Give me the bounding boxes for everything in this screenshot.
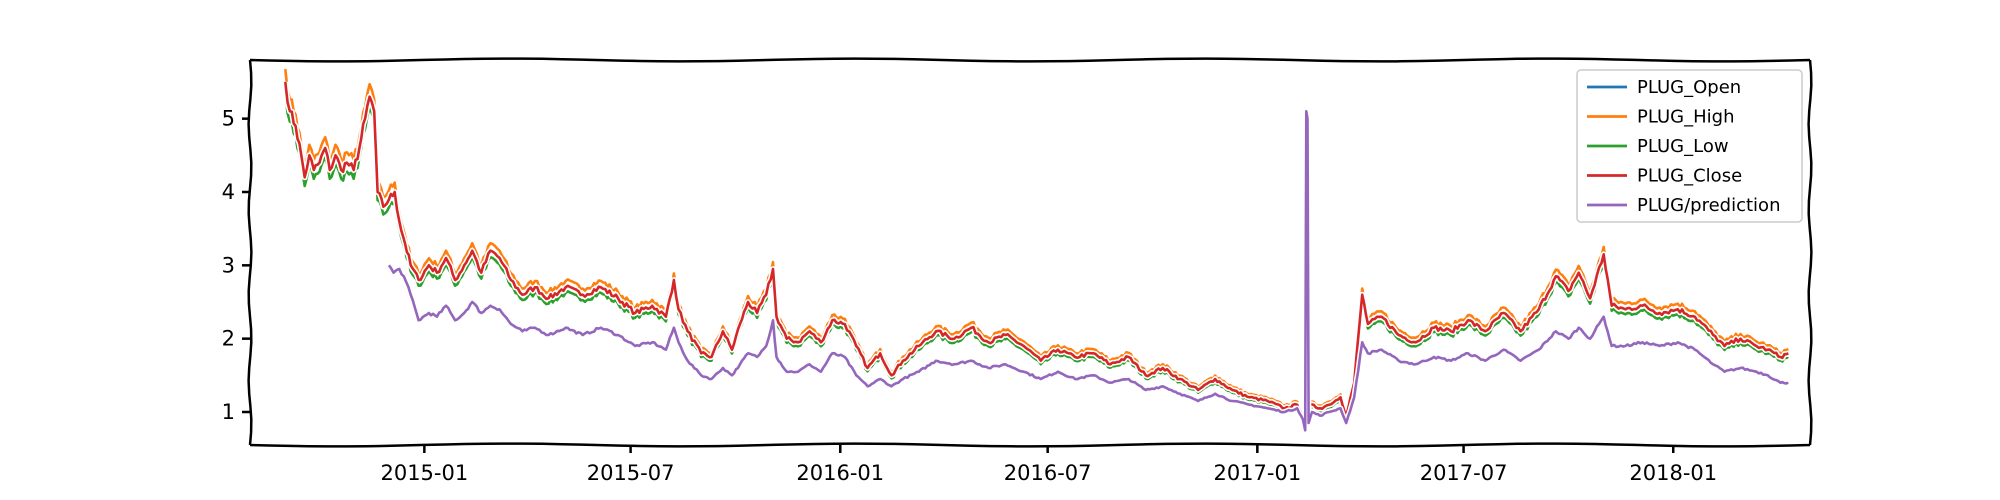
y-tick-label: 4 bbox=[222, 180, 235, 204]
series-line-plug-close bbox=[284, 81, 1789, 421]
legend-label: PLUG/prediction bbox=[1637, 195, 1780, 216]
y-tick-label: 5 bbox=[222, 107, 235, 131]
series-halo-plug-close bbox=[282, 81, 1790, 423]
series-halo-plug-low bbox=[282, 92, 1790, 425]
x-tick-label: 2016-01 bbox=[796, 461, 884, 485]
legend-box bbox=[1576, 69, 1803, 223]
y-tick-label: 1 bbox=[222, 400, 235, 424]
series-line-plug-low bbox=[284, 93, 1789, 424]
x-tick-label: 2015-07 bbox=[587, 461, 675, 485]
x-tick-label: 2017-01 bbox=[1213, 461, 1301, 485]
series-line-plug-high bbox=[284, 68, 1789, 418]
y-tick-label: 2 bbox=[222, 327, 235, 351]
x-tick-label: 2018-01 bbox=[1629, 461, 1717, 485]
legend-label: PLUG_Low bbox=[1637, 136, 1729, 157]
x-tick-label: 2016-07 bbox=[1004, 461, 1092, 485]
legend: PLUG_Open PLUG_High PLUG_Low PLUG_Close PLUG… bbox=[1576, 69, 1803, 223]
ticks-layer: 2015-01 2015-07 2016-01 2016-07 2017-01 2017-… bbox=[222, 107, 1718, 485]
series-line-plug-prediction bbox=[387, 110, 1789, 432]
legend-label: PLUG_Close bbox=[1637, 166, 1742, 187]
legend-label: PLUG_Open bbox=[1637, 77, 1741, 98]
x-tick-label: 2017-07 bbox=[1420, 461, 1508, 485]
x-tick-label: 2015-01 bbox=[380, 461, 468, 485]
series-layer bbox=[282, 68, 1790, 434]
plot-frame bbox=[247, 57, 1813, 448]
series-line-plug-open bbox=[284, 81, 1789, 421]
series-halo-plug-high bbox=[282, 68, 1790, 420]
legend-label: PLUG_High bbox=[1637, 107, 1734, 128]
series-halo-plug-open bbox=[282, 81, 1790, 423]
y-tick-label: 3 bbox=[222, 253, 235, 277]
